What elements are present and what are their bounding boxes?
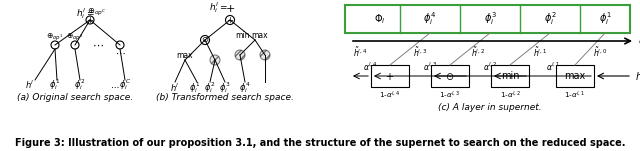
Text: Figure 3: Illustration of our proposition 3.1, and the structure of the supernet: Figure 3: Illustration of our propositio… [15,138,625,148]
Text: $h_i^l$: $h_i^l$ [638,33,640,49]
Text: $\alpha^{l,4}$: $\alpha^{l,4}$ [363,61,378,73]
Text: $\tilde{h}^{l,0}$: $\tilde{h}^{l,0}$ [593,45,607,59]
Text: (a) Original search space.: (a) Original search space. [17,93,133,103]
Text: $\tilde{h}^{l,1}$: $\tilde{h}^{l,1}$ [533,45,547,59]
Bar [556,65,594,87]
Text: $+$: $+$ [226,15,234,25]
Text: $\tilde{h}^{l,3}$: $\tilde{h}^{l,3}$ [413,45,427,59]
Text: $1\text{-}\alpha^{l,4}$: $1\text{-}\alpha^{l,4}$ [380,89,401,101]
Bar [431,65,469,87]
Text: $\alpha^{l,2}$: $\alpha^{l,2}$ [483,61,497,73]
Text: $\phi_i^2$: $\phi_i^2$ [74,78,86,92]
Text: $\phi_i^1$: $\phi_i^1$ [189,80,201,95]
Text: min: min [500,71,519,81]
Text: $1\text{-}\alpha^{l,2}$: $1\text{-}\alpha^{l,2}$ [499,89,520,101]
Text: $\alpha^{l,3}$: $\alpha^{l,3}$ [422,61,437,73]
Text: $\phi_i^2$: $\phi_i^2$ [543,11,556,27]
Text: $\alpha^{l,1}$: $\alpha^{l,1}$ [546,61,560,73]
Text: $h_i^l=$: $h_i^l=$ [209,1,227,15]
Circle shape [260,50,270,60]
Text: $\phi_i^1$: $\phi_i^1$ [598,11,611,27]
Bar [345,5,630,33]
Text: $+$: $+$ [385,71,394,82]
Text: (b) Transformed search space.: (b) Transformed search space. [156,93,294,103]
Text: $h^l$: $h^l$ [635,69,640,83]
Text: $1\text{-}\alpha^{l,3}$: $1\text{-}\alpha^{l,3}$ [440,89,461,101]
Text: $\oplus_{op^2}$: $\oplus_{op^2}$ [67,31,84,43]
Text: $1\text{-}\alpha^{l,1}$: $1\text{-}\alpha^{l,1}$ [564,89,586,101]
Text: $h^l$: $h^l$ [25,79,35,91]
Text: $\phi_i^3$: $\phi_i^3$ [220,80,231,95]
Text: max: max [252,31,268,40]
Text: $\odot$: $\odot$ [445,71,454,82]
Text: (c) A layer in supernet.: (c) A layer in supernet. [438,103,542,112]
Text: $\oplus_{op^C}$: $\oplus_{op^C}$ [87,6,107,18]
Text: $\phi_i^3$: $\phi_i^3$ [483,11,497,27]
Text: $\cdots$: $\cdots$ [92,40,104,50]
Circle shape [235,50,245,60]
Text: $\tilde{h}^{l,2}$: $\tilde{h}^{l,2}$ [471,45,485,59]
Text: $h^l$: $h^l$ [170,82,180,94]
Text: $\cdots$: $\cdots$ [110,80,120,90]
Text: $\phi_i^4$: $\phi_i^4$ [424,11,436,27]
Text: $+$: $+$ [86,15,94,25]
Text: $+$: $+$ [225,3,235,13]
Text: $\Phi_l$: $\Phi_l$ [374,12,386,26]
Text: min: min [236,31,250,40]
Text: $\oplus_{op^1}$: $\oplus_{op^1}$ [46,31,64,43]
Text: max: max [177,50,193,59]
Text: $\cdots$: $\cdots$ [115,48,125,58]
Text: $\phi_i^C$: $\phi_i^C$ [119,78,131,92]
Text: $\phi_i^1$: $\phi_i^1$ [49,78,61,92]
Circle shape [210,55,220,65]
Text: $\tilde{h}^{l,4}$: $\tilde{h}^{l,4}$ [353,45,367,59]
Text: $\phi_i^2$: $\phi_i^2$ [204,80,216,95]
Bar [371,65,409,87]
Text: $\odot$: $\odot$ [201,35,209,45]
Text: max: max [564,71,586,81]
Text: $\phi_i^4$: $\phi_i^4$ [239,80,251,95]
Text: $h_i^l=$: $h_i^l=$ [76,6,94,21]
Bar [491,65,529,87]
